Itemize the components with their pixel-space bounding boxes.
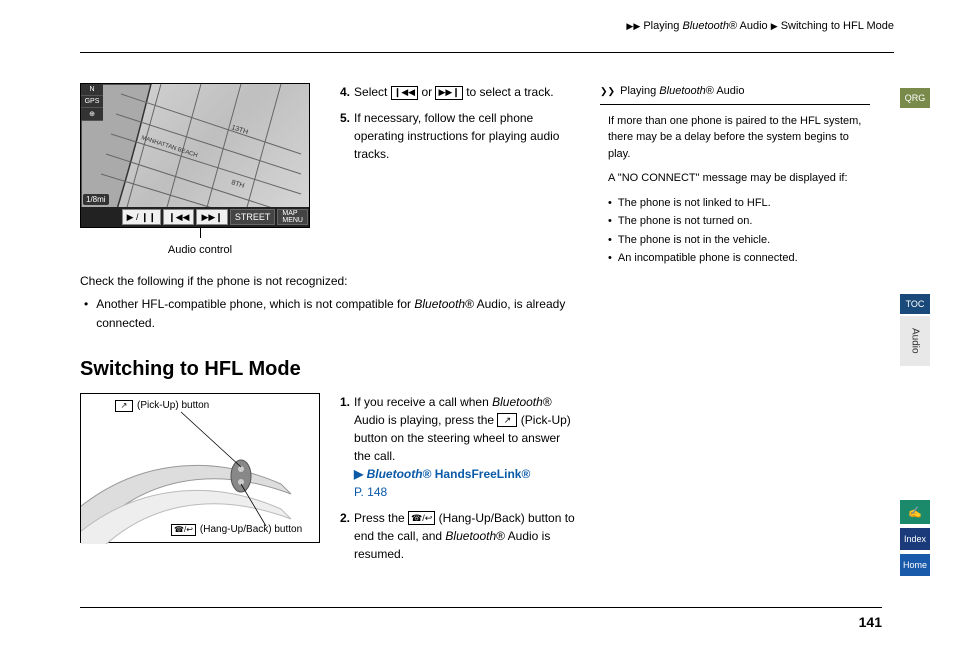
sh-pre: Playing (620, 85, 659, 97)
sidebar-bullet: •The phone is not linked to HFL. (608, 195, 870, 212)
map-left-icons: N GPS ⊕ (81, 84, 103, 121)
tab-toc[interactable]: TOC (900, 294, 930, 314)
note-sidebar: ❯❯ Playing Bluetooth® Audio If more than… (600, 83, 870, 571)
tab-home[interactable]: Home (900, 554, 930, 576)
pickup-text: (Pick-Up) button (137, 400, 209, 411)
target-icon: ⊕ (81, 108, 103, 121)
bullet-dot: • (84, 295, 88, 333)
step-num: 5. (340, 109, 350, 163)
link-it: Bluetooth (367, 467, 423, 481)
tab-qrg[interactable]: QRG (900, 88, 930, 108)
sidebar-header: ❯❯ Playing Bluetooth® Audio (600, 83, 870, 105)
step4-mid: or (421, 85, 435, 99)
pickup-icon-inline: ↗ (497, 413, 517, 427)
sh-post: ® Audio (706, 85, 745, 97)
pickup-label: ↗ (Pick-Up) button (115, 400, 209, 412)
check-bullet: • Another HFL-compatible phone, which is… (80, 295, 580, 333)
step5-text: If necessary, follow the cell phone oper… (354, 109, 580, 163)
step-1: 1. If you receive a call when Bluetooth®… (340, 393, 580, 501)
breadcrumb-part1-post: ® Audio (729, 20, 768, 32)
steering-svg (81, 394, 321, 544)
s1-it: Bluetooth (492, 395, 543, 409)
instructions-top: 4. Select ❙◀◀ or ▶▶❙ to select a track. … (340, 83, 580, 256)
step-2: 2. Press the ☎/↩ (Hang-Up/Back) button t… (340, 509, 580, 563)
sidebar-para2: A "NO CONNECT" message may be displayed … (600, 170, 870, 187)
next-track-button[interactable]: ▶▶❙ (196, 209, 227, 225)
check-intro: Check the following if the phone is not … (80, 272, 580, 291)
instructions-bottom: 1. If you receive a call when Bluetooth®… (340, 393, 580, 571)
road-label-8th: 8TH (230, 179, 245, 190)
xref-page[interactable]: P. 148 (354, 485, 387, 499)
hangup-icon-inline: ☎/↩ (408, 511, 435, 525)
step-5: 5. If necessary, follow the cell phone o… (340, 109, 580, 163)
breadcrumb-sep: ▶▶ (626, 21, 640, 31)
link-arrow-icon: ▶ (354, 467, 363, 481)
tab-index[interactable]: Index (900, 528, 930, 550)
sb-text: The phone is not in the vehicle. (618, 232, 770, 249)
next-icon: ▶▶❙ (435, 86, 462, 100)
pickup-icon: ↗ (115, 400, 133, 412)
prev-track-button[interactable]: ❙◀◀ (163, 209, 194, 225)
hangup-label: ☎/↩ (Hang-Up/Back) button (171, 524, 302, 536)
manual-page: ▶▶ Playing Bluetooth® Audio ▶ Switching … (0, 0, 954, 650)
step-num: 1. (340, 393, 350, 501)
play-pause-button[interactable]: ▶ / ❙❙ (122, 209, 162, 225)
prev-icon: ❙◀◀ (391, 86, 418, 100)
step-num: 4. (340, 83, 350, 101)
tab-voice-icon[interactable]: ✍ (900, 500, 930, 524)
s2-pre: Press the (354, 511, 408, 525)
sidebar-icon: ❯❯ (600, 86, 615, 96)
north-icon: N (81, 84, 103, 96)
breadcrumb-part2: Switching to HFL Mode (781, 20, 894, 32)
s2-it: Bluetooth (445, 529, 496, 543)
sb-text: An incompatible phone is connected. (618, 250, 798, 267)
step4-post: to select a track. (466, 85, 553, 99)
step-num: 2. (340, 509, 350, 563)
sidebar-bullet: •The phone is not turned on. (608, 213, 870, 230)
map-caption: Audio control (80, 244, 320, 256)
gps-icon: GPS (81, 96, 103, 108)
s1-pre: If you receive a call when (354, 395, 492, 409)
check-italic: Bluetooth (414, 297, 465, 311)
map-figure: 13TH 8TH MANHATTAN BEACH N GPS ⊕ 1/8mi (80, 83, 320, 256)
main-column: 13TH 8TH MANHATTAN BEACH N GPS ⊕ 1/8mi (80, 83, 580, 571)
step4-pre: Select (354, 85, 391, 99)
footer-rule (80, 607, 882, 608)
audio-control-bar: ▶ / ❙❙ ❙◀◀ ▶▶❙ STREET MAP MENU (81, 207, 309, 227)
breadcrumb-part1-italic: Bluetooth (682, 20, 728, 32)
map-menu-button[interactable]: MAP MENU (277, 209, 308, 225)
xref-link[interactable]: ▶ Bluetooth® HandsFreeLink® (354, 467, 530, 481)
breadcrumb-part1-pre: Playing (643, 20, 682, 32)
check-block: Check the following if the phone is not … (80, 272, 580, 334)
tab-audio[interactable]: Audio (900, 316, 930, 366)
steering-figure: ↗ (Pick-Up) button ☎/↩ (Hang-Up/Back) bu… (80, 393, 320, 543)
page-number: 141 (859, 614, 882, 630)
caption-leader (200, 228, 201, 238)
street-button[interactable]: STREET (230, 209, 276, 225)
sidebar-bullet: •An incompatible phone is connected. (608, 250, 870, 267)
hangup-text: (Hang-Up/Back) button (200, 524, 302, 535)
check-pre: Another HFL-compatible phone, which is n… (96, 297, 414, 311)
link-text: ® HandsFreeLink® (423, 467, 531, 481)
nav-screenshot: 13TH 8TH MANHATTAN BEACH N GPS ⊕ 1/8mi (80, 83, 310, 228)
sidebar-bullet: •The phone is not in the vehicle. (608, 232, 870, 249)
step-4: 4. Select ❙◀◀ or ▶▶❙ to select a track. (340, 83, 580, 101)
road-label-13th: 13TH (230, 124, 248, 136)
sb-text: The phone is not turned on. (618, 213, 753, 230)
sh-it: Bluetooth (659, 85, 705, 97)
hangup-icon: ☎/↩ (171, 524, 196, 536)
side-tabs: QRG TOC Audio ✍ Index Home (898, 0, 930, 650)
sidebar-bullets: •The phone is not linked to HFL. •The ph… (600, 195, 870, 267)
sb-text: The phone is not linked to HFL. (618, 195, 771, 212)
breadcrumb: ▶▶ Playing Bluetooth® Audio ▶ Switching … (80, 20, 894, 32)
scale-badge: 1/8mi (83, 194, 109, 205)
section-title: Switching to HFL Mode (80, 358, 580, 381)
breadcrumb-sep2: ▶ (771, 21, 778, 31)
road-label-beach: MANHATTAN BEACH (140, 135, 198, 159)
header-rule (80, 52, 894, 53)
sidebar-para1: If more than one phone is paired to the … (600, 113, 870, 163)
